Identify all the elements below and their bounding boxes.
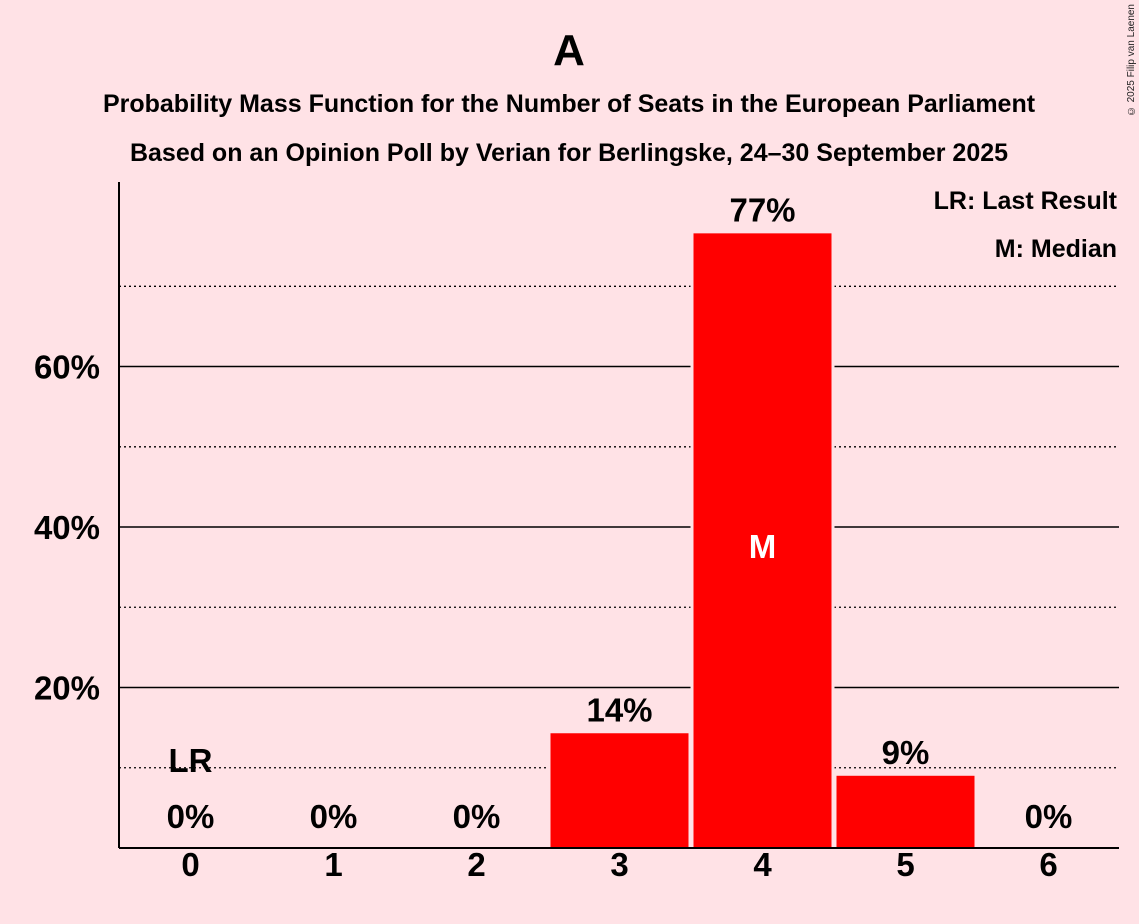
last-result-marker: LR [169, 742, 213, 779]
labels: 0% 0 0% 1 0% 2 14% 3 77% 4 9% 5 0% 6 LR M [167, 191, 1073, 883]
x-tick-label: 0 [181, 846, 199, 883]
x-tick-label: 1 [324, 846, 342, 883]
data-label-1: 0% [310, 798, 358, 835]
x-tick-label: 3 [610, 846, 628, 883]
chart-subtitle-2: Based on an Opinion Poll by Verian for B… [130, 139, 1008, 167]
y-tick-label: 60% [34, 349, 100, 386]
data-label-4: 77% [729, 191, 795, 228]
bar-5 [836, 775, 975, 848]
chart-subtitle-1: Probability Mass Function for the Number… [103, 90, 1036, 118]
x-tick-label: 2 [467, 846, 485, 883]
gridlines: 20% 40% 60% [34, 285, 1119, 769]
x-tick-label: 6 [1039, 846, 1057, 883]
bars [547, 230, 978, 848]
bar-4 [693, 233, 832, 848]
data-label-0: 0% [167, 798, 215, 835]
bar-3 [550, 733, 689, 848]
chart-title: A [553, 26, 585, 75]
y-tick-label: 20% [34, 670, 100, 707]
y-tick-label: 40% [34, 509, 100, 546]
data-label-6: 0% [1025, 798, 1073, 835]
median-marker: M [749, 528, 777, 565]
data-label-3: 14% [586, 691, 652, 728]
x-tick-label: 5 [896, 846, 914, 883]
data-label-2: 0% [453, 798, 501, 835]
data-label-5: 9% [882, 734, 930, 771]
legend-median: M: Median [995, 235, 1117, 263]
legend-last-result: LR: Last Result [934, 187, 1118, 215]
copyright-note: © 2025 Filip van Laenen [1126, 4, 1137, 117]
x-tick-label: 4 [753, 846, 772, 883]
